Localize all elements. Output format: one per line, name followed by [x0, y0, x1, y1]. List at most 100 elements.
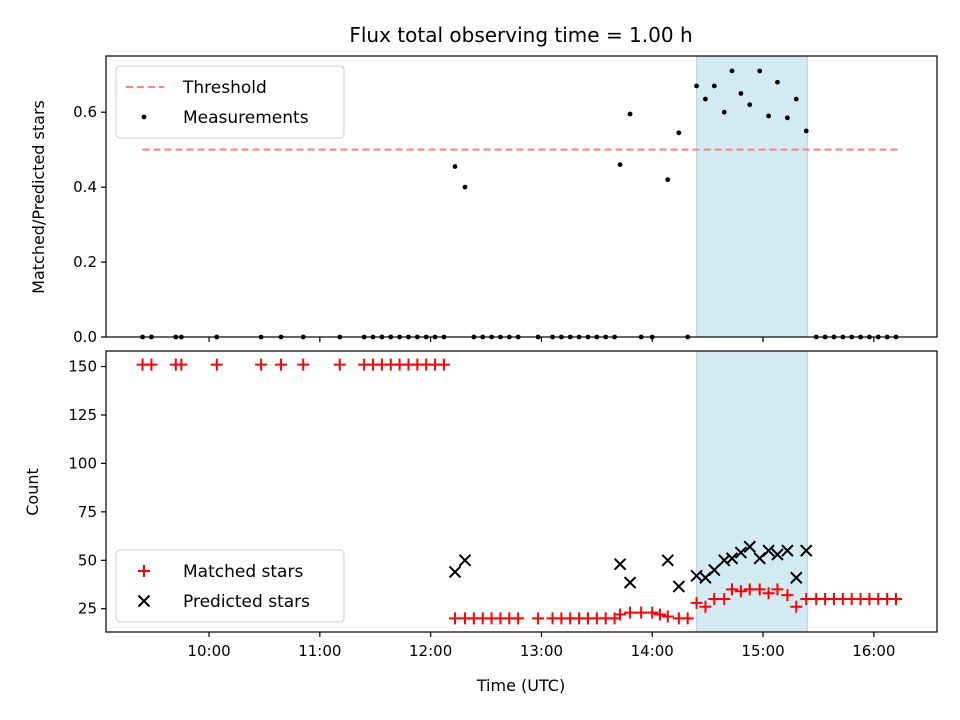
- top-data-point: [729, 68, 735, 74]
- bottom-data-point: [210, 358, 223, 371]
- bottom-data-point: [437, 358, 450, 371]
- top-data-point: [462, 184, 468, 190]
- bottom-highlight-span: [696, 350, 808, 633]
- top-data-point: [757, 68, 763, 74]
- bottom-data-point: [255, 358, 268, 371]
- bottom-y-tick-label: 50: [78, 551, 97, 569]
- bottom-data-point: [646, 606, 659, 619]
- bottom-data-point: [458, 554, 472, 567]
- x-tick-label: 10:00: [187, 642, 230, 660]
- top-legend-box: [115, 65, 345, 139]
- x-tick-label: 11:00: [298, 642, 341, 660]
- bottom-data-point: [753, 583, 766, 596]
- bottom-legend-label: Predicted stars: [183, 592, 310, 612]
- bottom-data-point: [762, 587, 775, 600]
- top-data-point: [665, 177, 671, 183]
- bottom-data-point: [771, 583, 784, 596]
- top-data-point: [738, 91, 744, 96]
- top-legend-swatch: [141, 114, 147, 120]
- x-tick-label: 12:00: [409, 642, 452, 660]
- top-data-point: [694, 83, 699, 89]
- bottom-data-point: [708, 563, 721, 577]
- bottom-data-point: [635, 606, 648, 619]
- bottom-legend-swatch: [137, 594, 151, 608]
- x-tick-label: 15:00: [741, 642, 784, 660]
- bottom-data-point: [718, 593, 731, 606]
- top-y-tick-label: 0.4: [73, 178, 97, 196]
- bottom-data-point: [175, 358, 188, 371]
- bottom-data-point: [661, 554, 674, 567]
- top-data-point: [747, 102, 753, 108]
- bottom-legend-swatch: [138, 565, 150, 577]
- bottom-legend: Matched stars Predicted stars: [115, 549, 345, 623]
- bottom-data-point: [512, 612, 525, 625]
- bottom-data-point: [762, 544, 775, 557]
- top-data-point: [617, 162, 623, 168]
- bottom-data-point: [623, 576, 637, 589]
- bottom-data-point: [690, 596, 703, 609]
- figure-title: Flux total observing time = 1.00 h: [349, 23, 692, 47]
- bottom-data-point: [624, 606, 637, 619]
- top-highlight-span: [696, 55, 808, 338]
- bottom-data-point: [333, 358, 346, 371]
- bottom-data-point: [726, 583, 739, 596]
- top-data-point: [721, 109, 727, 115]
- top-data-point: [627, 111, 633, 117]
- top-panel-ratio: 0.0 0.2 0.4 0.6 Threshold Measurements: [73, 55, 938, 346]
- bottom-series-2: [448, 540, 813, 593]
- bottom-legend-label: Matched stars: [183, 562, 303, 582]
- top-data-point: [711, 83, 717, 89]
- bottom-data-point: [681, 612, 694, 625]
- bottom-y-axis-label: Count: [23, 468, 42, 516]
- bottom-data-point: [718, 554, 731, 567]
- bottom-data-point: [614, 608, 627, 621]
- top-data-point: [793, 96, 799, 102]
- x-tick-label: 16:00: [852, 642, 895, 660]
- bottom-y-tick-label: 25: [78, 600, 97, 618]
- x-axis-label: Time (UTC): [476, 676, 565, 695]
- bottom-data-point: [297, 358, 310, 371]
- top-data-point: [775, 79, 780, 85]
- bottom-data-point: [699, 600, 712, 613]
- bottom-data-point: [743, 540, 756, 553]
- top-y-tick-label: 0.6: [73, 103, 97, 121]
- bottom-data-point: [654, 608, 666, 621]
- bottom-data-point: [275, 358, 288, 371]
- bottom-y-tick-label: 125: [68, 406, 97, 424]
- bottom-data-point: [613, 557, 627, 571]
- bottom-data-point: [734, 546, 748, 559]
- bottom-data-point: [790, 571, 803, 584]
- bottom-axes-frame: [105, 350, 938, 633]
- bottom-data-point: [771, 548, 784, 561]
- bottom-data-point: [661, 610, 674, 623]
- bottom-data-point: [532, 612, 545, 625]
- top-data-point: [785, 115, 790, 121]
- top-data-point: [803, 128, 809, 134]
- bottom-data-point: [725, 552, 739, 565]
- top-legend-label: Measurements: [183, 108, 309, 128]
- top-y-tick-label: 0.0: [73, 328, 97, 346]
- bottom-y-tick-label: 75: [78, 503, 97, 521]
- top-legend-label: Threshold: [182, 78, 267, 98]
- top-y-tick-label: 0.2: [73, 253, 97, 271]
- bottom-data-point: [800, 544, 813, 557]
- bottom-data-point: [734, 585, 747, 598]
- bottom-series-1: [136, 358, 903, 625]
- bottom-data-point: [790, 600, 803, 613]
- bottom-data-point: [145, 358, 158, 371]
- top-data-point: [766, 113, 771, 119]
- bottom-y-tick-label: 100: [68, 454, 97, 472]
- top-y-axis-label: Matched/Predicted stars: [29, 100, 48, 294]
- top-axes-frame: [105, 55, 938, 338]
- bottom-legend-box: [115, 549, 345, 623]
- top-data-point: [676, 130, 682, 136]
- x-tick-label: 14:00: [631, 642, 674, 660]
- bottom-data-point: [890, 593, 903, 606]
- top-data-point: [452, 164, 458, 169]
- top-data-point: [703, 96, 708, 102]
- bottom-panel-counts: 25 50 75 100 125 150 10:00 11:00 12:00 13:00 14:00…: [68, 350, 938, 660]
- x-tick-label: 13:00: [520, 642, 563, 660]
- bottom-data-point: [672, 580, 686, 593]
- bottom-data-point: [781, 544, 794, 557]
